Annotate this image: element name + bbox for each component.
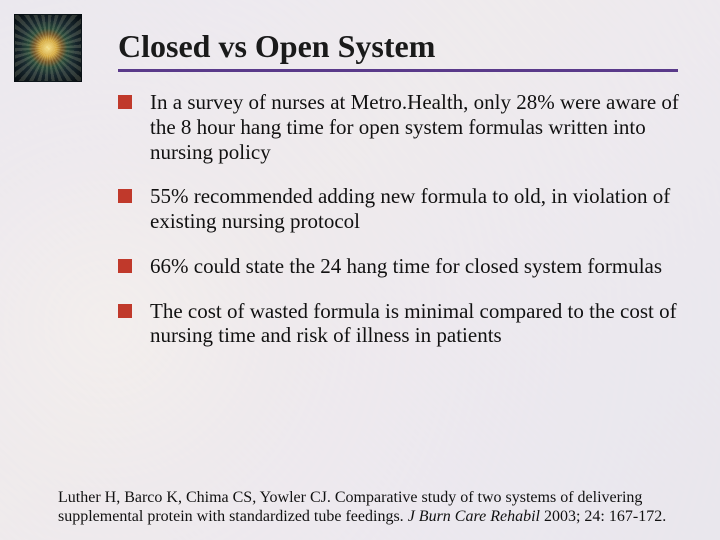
bullet-item: The cost of wasted formula is minimal co… (118, 299, 680, 349)
bullet-item: In a survey of nurses at Metro.Health, o… (118, 90, 680, 164)
citation: Luther H, Barco K, Chima CS, Yowler CJ. … (58, 489, 680, 526)
bullet-item: 55% recommended adding new formula to ol… (118, 184, 680, 234)
slide-title: Closed vs Open System (118, 28, 680, 65)
citation-year-pages: 2003; 24: 167-172. (540, 508, 666, 525)
citation-journal: J Burn Care Rehabil (408, 508, 540, 525)
slide-content: Closed vs Open System In a survey of nur… (0, 0, 720, 540)
title-underline (118, 69, 678, 72)
bullet-item: 66% could state the 24 hang time for clo… (118, 254, 680, 279)
bullet-list: In a survey of nurses at Metro.Health, o… (118, 90, 680, 348)
